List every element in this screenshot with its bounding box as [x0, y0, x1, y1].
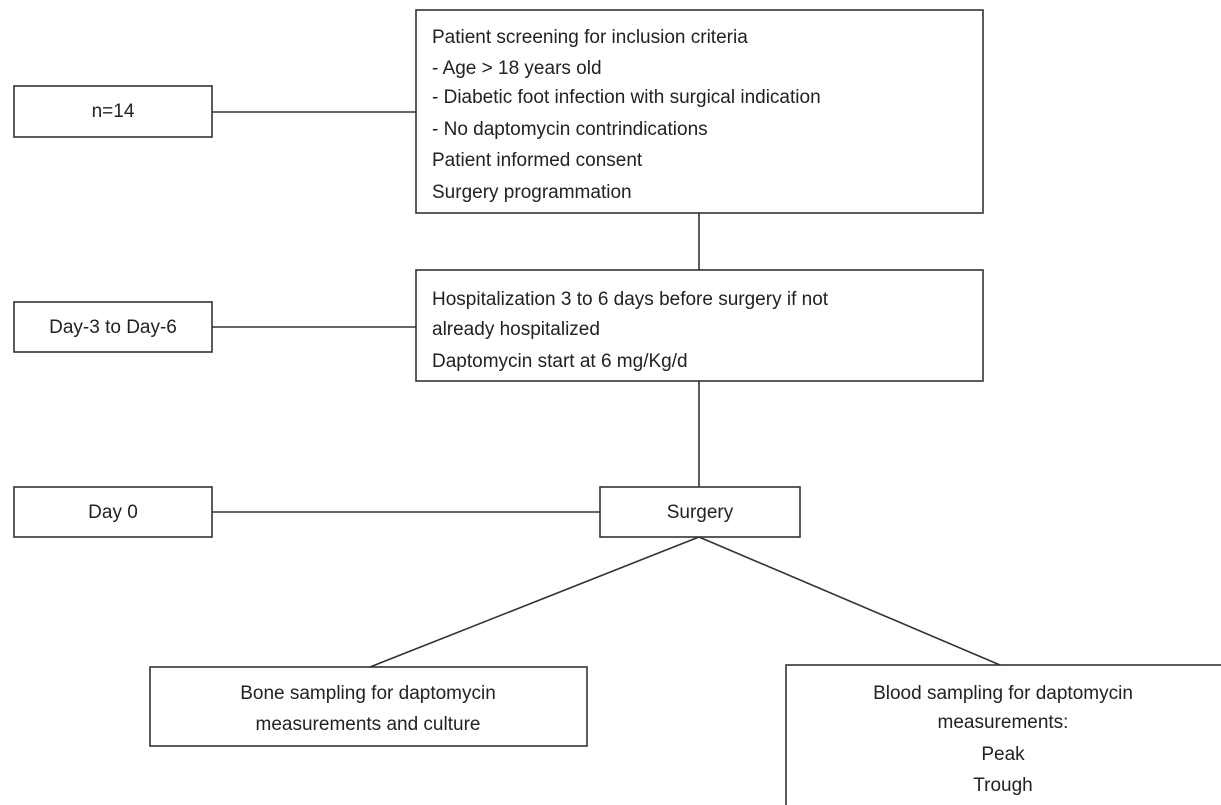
box-text: Trough [973, 775, 1033, 796]
connector [698, 536, 1001, 666]
box-text: Bone sampling for daptomycin [240, 683, 496, 704]
box-text: Patient screening for inclusion criteria [432, 27, 748, 48]
box [785, 664, 1221, 805]
box [13, 301, 213, 353]
box [149, 666, 588, 747]
box-text: Blood sampling for daptomycin [873, 683, 1133, 704]
box-text: measurements and culture [256, 714, 481, 735]
box-text: Patient informed consent [432, 150, 643, 171]
box-text: Hospitalization 3 to 6 days before surge… [432, 289, 829, 310]
box [13, 85, 213, 138]
box-text: Daptomycin start at 6 mg/Kg/d [432, 351, 688, 372]
box [415, 9, 984, 214]
box-text: - Diabetic foot infection with surgical … [432, 87, 821, 108]
connector [369, 536, 700, 668]
box-text: Day-3 to Day-6 [49, 317, 177, 338]
box-text: Day 0 [88, 502, 138, 523]
box-text: - Age > 18 years old [432, 58, 602, 79]
box [599, 486, 801, 538]
box [415, 269, 984, 382]
box-text: already hospitalized [432, 319, 600, 340]
box-text: Surgery [667, 502, 734, 523]
box [13, 486, 213, 538]
box-text: Surgery programmation [432, 182, 632, 203]
box-text: n=14 [92, 101, 135, 122]
box-text: - No daptomycin contrindications [432, 119, 708, 140]
box-text: Peak [981, 744, 1025, 765]
box-text: measurements: [938, 712, 1069, 733]
